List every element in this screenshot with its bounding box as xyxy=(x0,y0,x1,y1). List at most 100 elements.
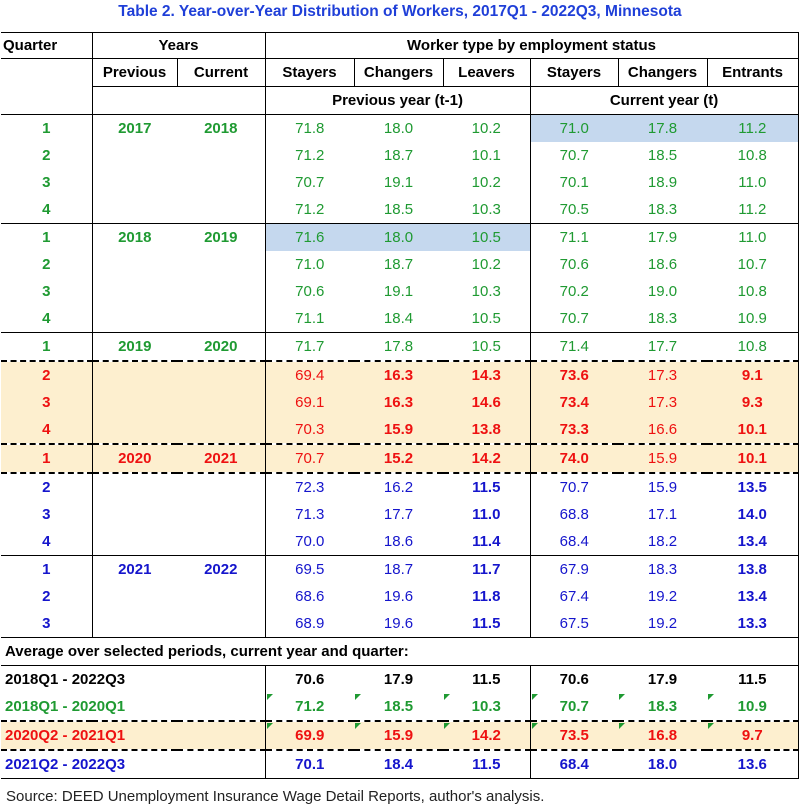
value-cell: 68.8 xyxy=(559,506,589,523)
cur-entrants-header: Entrants xyxy=(707,58,799,87)
value-cell: 10.3 xyxy=(443,278,531,305)
value-cell: 74.0 xyxy=(530,443,619,474)
value-cell: 72.3 xyxy=(265,472,355,501)
current-year-cell xyxy=(177,142,266,169)
cur-changers-header: Changers xyxy=(618,58,708,87)
value-cell: 10.1 xyxy=(443,142,531,169)
value-cell: 11.4 xyxy=(443,528,531,556)
worker-type-header: Worker type by employment status xyxy=(265,32,799,59)
value-cell: 71.2 xyxy=(295,201,325,218)
value-cell: 69.4 xyxy=(265,361,355,389)
previous-year-cell xyxy=(92,196,177,224)
value-cell: 10.1 xyxy=(707,443,799,474)
value-cell: 14.0 xyxy=(707,501,799,528)
average-value-cell: 10.9 xyxy=(707,693,799,722)
previous-year-cell xyxy=(92,416,177,445)
value-cell: 10.5 xyxy=(443,223,531,251)
quarter-cell: 1 xyxy=(1,114,93,142)
current-year-cell xyxy=(177,305,266,333)
value-cell: 68.6 xyxy=(295,588,325,605)
value-cell: 68.4 xyxy=(559,533,589,550)
average-row: 2020Q2 - 2021Q1 69.9 15.9 14.2 73.5 16.8 9.7 xyxy=(1,721,799,751)
value-cell: 11.0 xyxy=(443,501,531,528)
current-year-cell: 2019 xyxy=(177,223,266,251)
value-cell: 70.7 xyxy=(559,310,589,327)
value-cell: 18.4 xyxy=(383,310,414,327)
previous-year-cell xyxy=(92,169,177,196)
value-cell: 13.8 xyxy=(707,555,799,583)
table-row: 2 72.3 16.2 11.5 70.7 15.9 13.5 xyxy=(1,472,799,501)
value-cell: 11.0 xyxy=(707,223,799,251)
average-value-cell: 9.7 xyxy=(707,721,799,751)
current-year-cell xyxy=(177,361,266,389)
value-cell: 13.4 xyxy=(707,583,799,610)
current-year-cell xyxy=(177,528,266,556)
table-row: 2 69.4 16.3 14.3 73.6 17.3 9.1 xyxy=(1,361,799,389)
previous-year-cell: 2021 xyxy=(92,555,177,583)
table-row: 4 70.0 18.6 11.4 68.4 18.2 13.4 xyxy=(1,528,799,556)
previous-year-cell xyxy=(92,142,177,169)
current-year-cell xyxy=(177,472,266,501)
average-value-cell: 15.9 xyxy=(354,721,444,751)
previous-year-cell xyxy=(92,501,177,528)
quarter-cell: 4 xyxy=(1,196,93,224)
value-cell: 70.7 xyxy=(295,174,325,191)
value-cell: 16.3 xyxy=(354,361,444,389)
value-cell: 10.7 xyxy=(707,251,799,278)
table-row: 1 2020 2021 70.7 15.2 14.2 74.0 15.9 10.1 xyxy=(1,443,799,474)
value-cell: 16.6 xyxy=(618,416,708,445)
value-cell: 10.8 xyxy=(707,278,799,305)
table-row: 1 2017 2018 71.8 18.0 10.2 71.0 17.8 11.2 xyxy=(1,114,799,142)
table-row: 1 2019 2020 71.7 17.8 10.5 71.4 17.7 10.8 xyxy=(1,332,799,362)
average-value-cell: 13.6 xyxy=(707,750,799,779)
value-cell: 10.8 xyxy=(707,142,799,169)
current-year-header: Current year (t) xyxy=(530,86,799,115)
table-title: Table 2. Year-over-Year Distribution of … xyxy=(118,3,682,20)
average-period-label: 2021Q2 - 2022Q3 xyxy=(1,750,266,779)
value-cell: 71.8 xyxy=(295,120,325,137)
average-value-cell: 14.2 xyxy=(443,721,531,751)
value-cell: 10.5 xyxy=(443,332,531,362)
current-year-cell xyxy=(177,583,266,610)
value-cell: 18.7 xyxy=(354,555,444,583)
value-cell: 13.4 xyxy=(707,528,799,556)
previous-year-cell: 2020 xyxy=(92,443,177,474)
value-cell: 67.9 xyxy=(530,555,619,583)
table-row: 2 71.0 18.7 10.2 70.6 18.6 10.7 xyxy=(1,251,799,278)
value-cell: 11.8 xyxy=(443,583,531,610)
average-value-cell: 70.6 xyxy=(530,665,619,693)
average-value-cell: 18.3 xyxy=(618,693,708,722)
quarter-cell: 3 xyxy=(1,278,93,305)
average-value-cell: 11.5 xyxy=(707,665,799,693)
average-value-cell: 10.3 xyxy=(443,693,531,722)
value-cell: 18.2 xyxy=(647,533,678,550)
average-value-cell: 70.1 xyxy=(265,750,355,779)
average-period-label: 2018Q1 - 2020Q1 xyxy=(1,693,266,722)
worker-distribution-table: Quarter Years Worker type by employment … xyxy=(1,32,799,779)
value-cell: 70.2 xyxy=(559,283,589,300)
value-cell: 18.0 xyxy=(383,120,414,137)
table-row: 3 71.3 17.7 11.0 68.8 17.1 14.0 xyxy=(1,501,799,528)
value-cell: 15.9 xyxy=(618,472,708,501)
value-cell: 17.3 xyxy=(618,361,708,389)
average-title: Average over selected periods, current y… xyxy=(1,637,799,666)
quarter-cell: 2 xyxy=(1,251,93,278)
value-cell: 19.2 xyxy=(647,615,678,632)
value-cell: 11.5 xyxy=(443,610,531,638)
average-value-cell: 70.6 xyxy=(265,665,355,693)
value-cell: 10.8 xyxy=(707,332,799,362)
value-cell: 10.2 xyxy=(443,169,531,196)
table-row: 3 69.1 16.3 14.6 73.4 17.3 9.3 xyxy=(1,389,799,416)
table-row: 4 71.2 18.5 10.3 70.5 18.3 11.2 xyxy=(1,196,799,224)
value-cell: 19.1 xyxy=(383,283,414,300)
value-cell: 11.2 xyxy=(707,196,799,224)
value-cell: 17.9 xyxy=(618,223,708,251)
value-cell: 18.5 xyxy=(647,147,678,164)
value-cell: 11.7 xyxy=(443,555,531,583)
quarter-cell: 2 xyxy=(1,142,93,169)
previous-year-header: Previous year (t-1) xyxy=(265,86,531,115)
previous-year-cell xyxy=(92,305,177,333)
value-cell: 18.5 xyxy=(383,201,414,218)
value-cell: 70.0 xyxy=(295,533,325,550)
previous-year-cell xyxy=(92,583,177,610)
